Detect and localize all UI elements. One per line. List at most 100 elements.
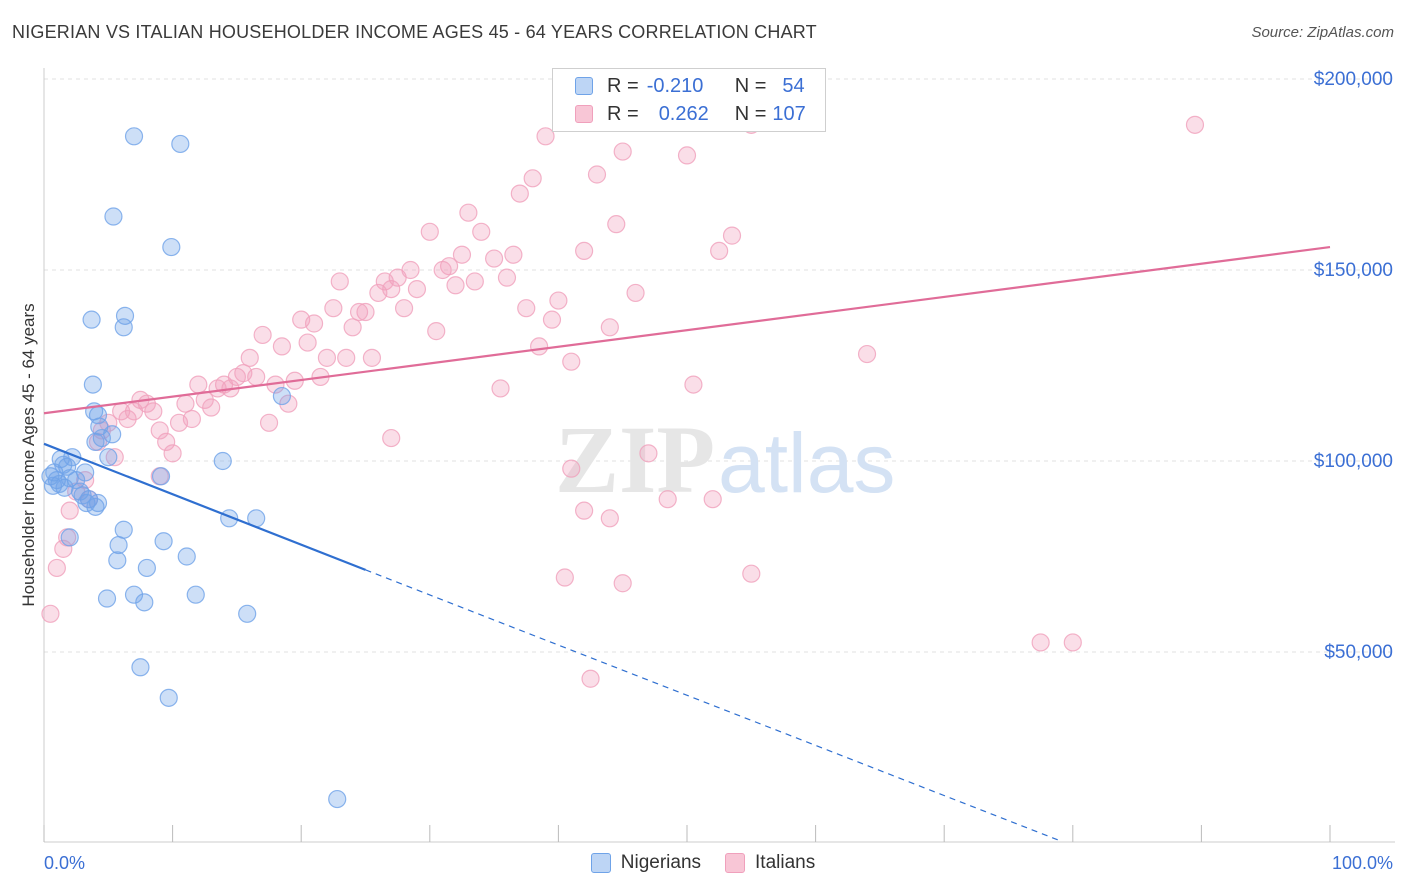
r-value-nigerians: -0.210 [646,74,704,97]
nigerians-trend-line [43,442,366,571]
legend-item-nigerians[interactable]: Nigerians [590,852,701,874]
nigerians-point [99,448,118,467]
italians-point [427,322,446,341]
nigerians-points [41,127,347,809]
legend-item-italians[interactable]: Italians [725,852,815,874]
r-label: R = [607,102,639,125]
italians-point [452,245,472,264]
italians-point [41,604,60,623]
italians-point [677,146,697,165]
italians-point [343,318,362,337]
italians-point [504,245,523,264]
italians-point [710,241,729,260]
italians-point [317,348,337,367]
italians-point [639,444,658,463]
italians-point [459,203,478,222]
nigerians-point [55,478,74,497]
italians-point [742,564,761,583]
italians-point [356,302,375,322]
italians-point [472,222,491,241]
italians-point [613,574,632,593]
italians-point [555,568,574,587]
nigerians-point [124,585,144,604]
watermark-zip: ZIP [555,406,715,513]
nigerians-point [137,558,156,578]
italians-point [575,241,594,260]
nigerians-point [213,451,232,471]
nigerians-point [238,604,257,623]
nigerians-swatch [575,77,593,95]
x-ticks [43,825,1331,842]
italians-point [446,276,465,295]
watermark: ZIP atlas [555,406,895,513]
italians-point [202,398,221,417]
italians-point [182,409,201,429]
nigerians-point [186,585,205,604]
nigerians-point [135,593,154,612]
nigerians-point [83,375,102,394]
italians-point [382,428,401,448]
italians-point [703,490,722,509]
italians-point [189,375,208,394]
italians-point [1185,115,1205,134]
italians-point [253,325,272,345]
italians-point [530,337,549,356]
italians-point [465,272,484,291]
italians-point [1031,633,1050,652]
italians-point [247,367,266,387]
italians-point [600,318,619,337]
italians-point [607,215,626,234]
italians-point [382,280,401,299]
nigerians-point [328,789,347,809]
chart-title: NIGERIAN VS ITALIAN HOUSEHOLDER INCOME A… [12,22,817,42]
nigerians-point [76,463,95,482]
italians-point [118,409,137,429]
nigerians-point [92,428,111,448]
italians-point [176,394,195,413]
nigerians-point [124,127,144,146]
y-tick-label: $150,000 [1314,260,1393,281]
italians-point [330,272,349,291]
nigerians-point [60,469,79,488]
stats-legend: R = -0.210 N = 54 R = 0.262 N = 107 [552,68,826,132]
italians-point [163,444,182,463]
italians-point [298,333,317,352]
italians-point [575,501,594,520]
watermark-atlas: atlas [718,416,895,510]
nigerians-point [131,658,150,677]
italians-point [60,501,79,520]
nigerians-point [151,467,171,486]
italians-point [510,184,529,203]
axes [43,68,1395,843]
nigerians-point [162,237,181,257]
italians-point [1063,633,1082,652]
n-value-italians: 107 [772,102,806,125]
italians-point [523,169,542,188]
nigerians-point [79,490,99,509]
legend-row-nigerians: R = -0.210 N = 54 [575,73,805,99]
nigerians-point [114,318,133,337]
n-value-nigerians: 54 [782,74,805,97]
trend-lines [43,245,1331,842]
italians-legend-swatch [725,853,746,873]
italians-point [324,299,343,318]
nigerians-point [109,535,128,555]
nigerians-point [114,520,133,539]
n-label: N = [734,74,767,97]
italians-point [259,413,279,432]
y-tick-label: $100,000 [1314,451,1393,472]
italians-point [47,558,66,578]
italians-point [99,413,118,432]
r-label: R = [607,74,639,97]
italians-point [549,291,568,310]
source-label: Source: ZipAtlas.com [1251,24,1394,41]
italians-point [54,539,73,558]
italians-point [658,490,677,509]
nigerians-point [43,476,63,495]
italians-point [105,448,124,467]
italians-point [517,299,536,318]
nigerians-legend-swatch [590,853,611,873]
italians-point [279,394,298,413]
italians-point [626,283,645,303]
italians-point [613,142,632,161]
